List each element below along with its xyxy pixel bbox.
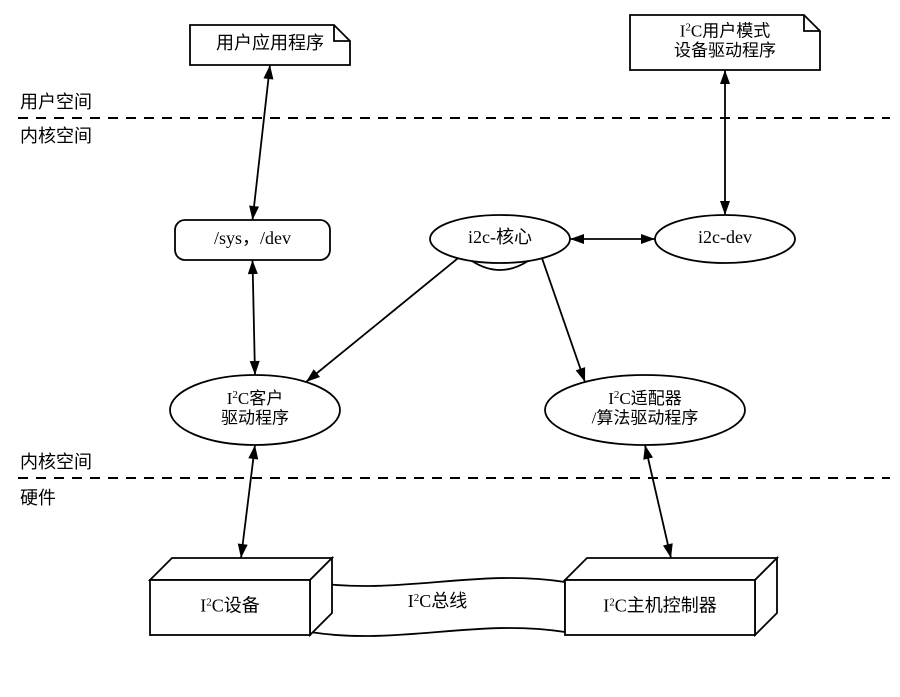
svg-text:设备驱动程序: 设备驱动程序 <box>674 41 776 60</box>
svg-text:硬件: 硬件 <box>20 488 56 508</box>
i2c-architecture-diagram: 用户空间内核空间内核空间硬件I2C总线用户应用程序I2C用户模式设备驱动程序/s… <box>0 0 900 697</box>
svg-text:内核空间: 内核空间 <box>20 452 92 472</box>
svg-text:内核空间: 内核空间 <box>20 126 92 146</box>
svg-text:I2C主机控制器: I2C主机控制器 <box>603 596 717 616</box>
svg-text:驱动程序: 驱动程序 <box>221 409 289 428</box>
svg-text:i2c-dev: i2c-dev <box>698 227 752 247</box>
svg-text:用户应用程序: 用户应用程序 <box>216 33 324 53</box>
svg-text:/算法驱动程序: /算法驱动程序 <box>592 409 699 428</box>
svg-text:用户空间: 用户空间 <box>20 92 92 112</box>
svg-text:/sys，/dev: /sys，/dev <box>214 228 291 248</box>
svg-text:I2C用户模式: I2C用户模式 <box>680 22 771 41</box>
svg-text:i2c-核心: i2c-核心 <box>468 227 532 247</box>
svg-text:I2C适配器: I2C适配器 <box>608 389 682 408</box>
